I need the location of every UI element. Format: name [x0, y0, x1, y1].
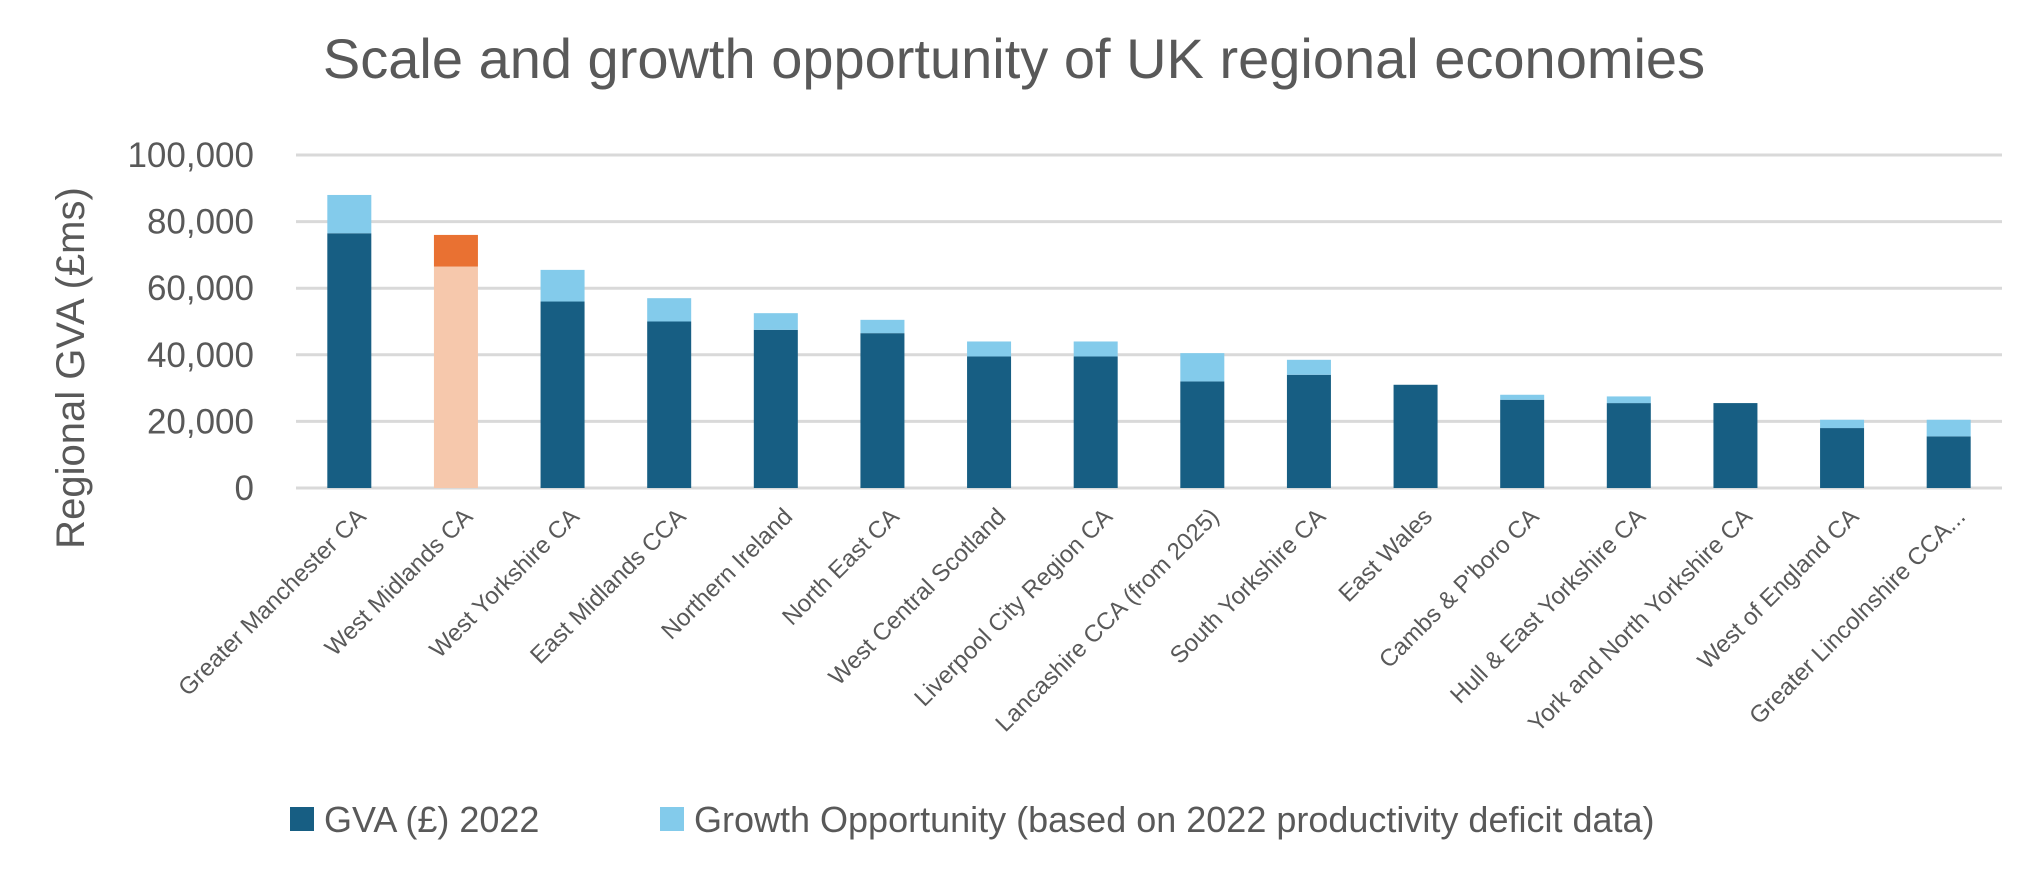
bar-gva-2022 [967, 356, 1012, 488]
bar-gva-2022 [753, 329, 798, 488]
bar-gva-2022 [1073, 356, 1118, 488]
x-tick-label: West Central Scotland [824, 503, 1012, 691]
y-tick-label: 20,000 [147, 402, 254, 441]
legend-swatch [660, 807, 684, 831]
bar-gva-2022 [647, 321, 692, 488]
bar-growth-opportunity [967, 341, 1012, 357]
bar-growth-opportunity [1180, 353, 1225, 382]
bar-gva-2022 [327, 233, 372, 488]
bar-gva-2022 [1606, 403, 1651, 488]
x-tick-label: Greater Manchester CA [173, 503, 371, 701]
y-tick-label: 100,000 [127, 136, 254, 175]
y-tick-label: 40,000 [147, 336, 254, 375]
bar-gva-2022 [1180, 381, 1225, 488]
bar-growth-opportunity [540, 269, 585, 302]
bar-gva-2022 [1393, 384, 1438, 488]
bar-growth-opportunity [327, 194, 372, 234]
legend-swatch [290, 807, 314, 831]
y-tick-label: 60,000 [147, 269, 254, 308]
bars [327, 194, 1971, 488]
bar-gva-2022 [540, 301, 585, 488]
x-tick-label: Liverpool City Region CA [909, 503, 1118, 712]
y-axis-title: Regional GVA (£ms) [49, 187, 93, 549]
bar-growth-opportunity [1820, 419, 1865, 429]
legend: GVA (£) 2022 Growth Opportunity (based on… [290, 799, 1655, 840]
bar-growth-opportunity [1606, 396, 1651, 404]
bar-growth-opportunity [1286, 359, 1331, 375]
bar-growth-opportunity [1073, 341, 1118, 357]
bar-growth-opportunity [753, 313, 798, 330]
x-tick-label: Greater Lincolnshire CCA... [1744, 503, 1971, 730]
bar-growth-opportunity [860, 319, 905, 334]
x-tick-label: East Wales [1334, 503, 1438, 607]
bar-gva-2022 [860, 333, 905, 488]
bar-growth-opportunity [647, 298, 692, 322]
y-tick-label: 0 [235, 469, 254, 508]
chart-title: Scale and growth opportunity of UK regio… [323, 27, 1705, 90]
bar-gva-2022 [1926, 436, 1971, 488]
bar-gva-2022 [1820, 428, 1865, 488]
bar-gva-2022 [1500, 399, 1545, 488]
y-axis-ticks: 0 20,000 40,000 60,000 80,000 100,000 [127, 136, 254, 508]
bar-growth-opportunity [1926, 419, 1971, 437]
x-tick-label: Hull & East Yorkshire CA [1445, 503, 1651, 709]
x-tick-label: York and North Yorkshire CA [1523, 503, 1757, 737]
bar-gva-2022 [1286, 374, 1331, 488]
bar-growth-opportunity [433, 234, 478, 267]
legend-label: GVA (£) 2022 [324, 799, 539, 840]
bar-growth-opportunity [1500, 394, 1545, 400]
legend-label: Growth Opportunity (based on 2022 produc… [694, 799, 1655, 840]
y-tick-label: 80,000 [147, 203, 254, 242]
bar-gva-2022 [433, 266, 478, 488]
bar-gva-2022 [1713, 403, 1758, 488]
x-tick-label: Lancashire CCA (from 2025) [990, 503, 1224, 737]
